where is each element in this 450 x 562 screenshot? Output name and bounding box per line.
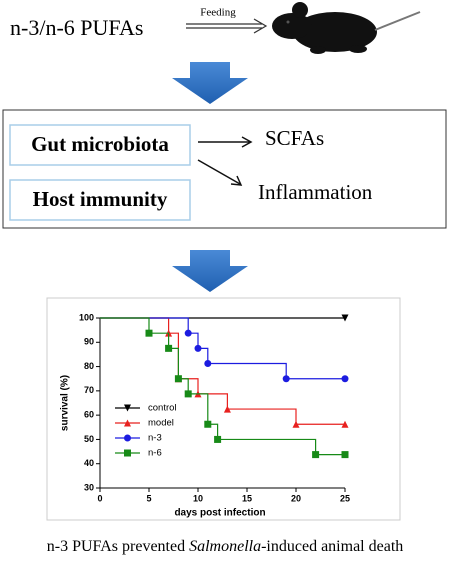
marker bbox=[174, 375, 182, 383]
y-tick-label: 30 bbox=[84, 482, 94, 492]
y-axis-label: survival (%) bbox=[60, 375, 71, 431]
caption-italic: Salmonella bbox=[189, 538, 262, 555]
marker bbox=[204, 360, 212, 368]
down-arrow bbox=[172, 250, 248, 292]
marker bbox=[282, 375, 290, 383]
x-tick-label: 20 bbox=[291, 493, 301, 503]
box-label: Gut microbiota bbox=[31, 132, 169, 156]
x-tick-label: 15 bbox=[242, 493, 252, 503]
x-tick-label: 10 bbox=[193, 493, 203, 503]
down-arrow bbox=[172, 62, 248, 104]
marker bbox=[341, 314, 349, 322]
marker bbox=[124, 419, 131, 427]
box-label: Host immunity bbox=[33, 187, 168, 211]
legend-label: n-3 bbox=[148, 433, 162, 444]
marker bbox=[341, 420, 349, 428]
marker bbox=[292, 420, 300, 428]
marker bbox=[124, 434, 131, 442]
caption: n-3 PUFAs prevented Salmonella-induced a… bbox=[0, 538, 450, 556]
y-tick-label: 70 bbox=[84, 385, 94, 395]
legend-label: model bbox=[148, 418, 174, 429]
outcome-label: SCFAs bbox=[265, 126, 324, 150]
step-line bbox=[100, 317, 345, 456]
mouse-icon bbox=[272, 2, 421, 54]
arrow-label: Feeding bbox=[200, 7, 236, 19]
x-tick-label: 25 bbox=[340, 493, 350, 503]
x-axis-label: days post infection bbox=[174, 508, 265, 519]
marker bbox=[214, 435, 222, 443]
mechanism-frame bbox=[2, 109, 447, 229]
header-title: n-3/n-6 PUFAs bbox=[10, 15, 143, 40]
y-tick-label: 40 bbox=[84, 458, 94, 468]
y-tick-label: 100 bbox=[79, 312, 94, 322]
marker bbox=[145, 329, 153, 337]
mechanism-arrows bbox=[197, 136, 253, 186]
marker bbox=[223, 405, 231, 413]
feeding-arrow bbox=[186, 18, 268, 34]
plot: 30 40 50 60 70 80 90 100 0 5 10 15 20 25 control model n… bbox=[79, 312, 350, 503]
marker bbox=[165, 344, 173, 352]
y-tick-label: 50 bbox=[84, 434, 94, 444]
y-tick-label: 60 bbox=[84, 410, 94, 420]
marker bbox=[184, 390, 192, 398]
chart-frame bbox=[46, 297, 401, 521]
marker bbox=[124, 404, 131, 412]
marker bbox=[341, 375, 349, 383]
marker bbox=[194, 344, 202, 352]
x-tick-label: 5 bbox=[146, 493, 151, 503]
y-tick-label: 90 bbox=[84, 337, 94, 347]
box-frame bbox=[9, 179, 191, 221]
caption-text: n-3 PUFAs prevented bbox=[46, 538, 190, 555]
caption-text: -induced animal death bbox=[261, 538, 404, 555]
outcome-label: Inflammation bbox=[258, 180, 373, 204]
box-frame bbox=[9, 124, 191, 166]
marker bbox=[204, 420, 212, 428]
marker bbox=[312, 451, 320, 459]
marker bbox=[184, 329, 192, 337]
step-line bbox=[100, 317, 345, 380]
y-tick-label: 80 bbox=[84, 361, 94, 371]
marker bbox=[124, 449, 131, 457]
x-tick-label: 0 bbox=[97, 493, 102, 503]
legend-label: n-6 bbox=[148, 448, 162, 459]
marker bbox=[341, 451, 349, 459]
legend-label: control bbox=[148, 403, 177, 414]
